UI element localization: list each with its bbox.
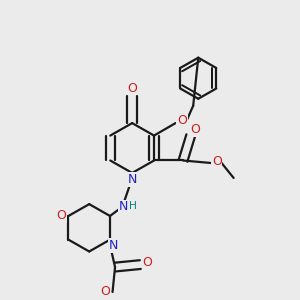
Text: N: N <box>118 200 128 213</box>
Text: O: O <box>127 82 137 95</box>
Text: H: H <box>129 201 137 211</box>
Text: O: O <box>212 155 222 168</box>
Text: O: O <box>190 123 200 136</box>
Text: O: O <box>100 285 110 298</box>
Text: O: O <box>142 256 152 269</box>
Text: O: O <box>56 209 66 223</box>
Text: N: N <box>108 239 118 252</box>
Text: N: N <box>128 173 137 186</box>
Text: O: O <box>177 114 187 127</box>
